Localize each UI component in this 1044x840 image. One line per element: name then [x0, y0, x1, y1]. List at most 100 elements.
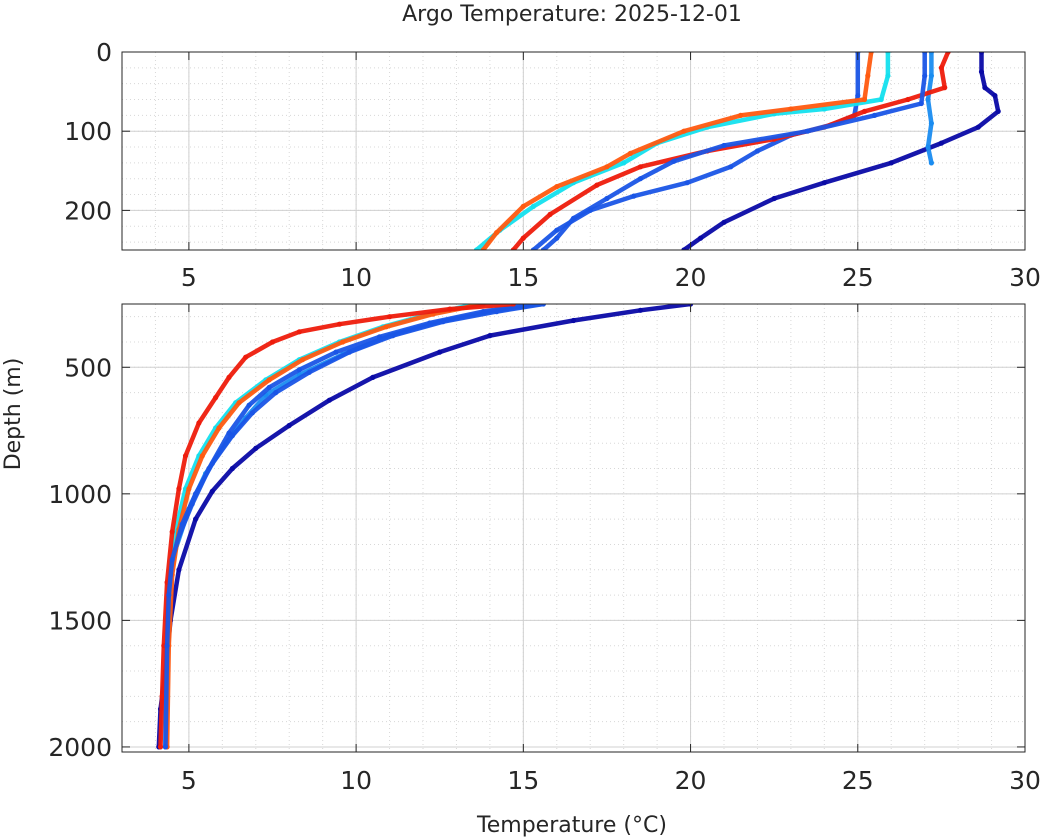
data-point-1-12	[193, 516, 199, 522]
data-point-1-10	[229, 465, 235, 472]
data-point-5-8	[216, 425, 222, 431]
data-point-7-2	[922, 73, 928, 79]
data-point-7-7	[273, 390, 279, 396]
data-point-5-10	[520, 203, 526, 209]
x-tick-label: 15	[507, 263, 539, 292]
data-point-7-10	[209, 460, 215, 467]
y-tick-label: 500	[64, 353, 112, 382]
data-point-6-10	[196, 420, 202, 426]
data-point-7-9	[604, 195, 610, 202]
data-point-7-12	[179, 521, 185, 527]
data-point-6-5	[861, 108, 868, 114]
data-point-7-6	[721, 142, 727, 149]
data-point-6-1	[945, 52, 951, 55]
data-point-4-8	[621, 160, 627, 166]
data-point-6-3	[387, 314, 393, 320]
data-point-7-6	[306, 369, 312, 375]
data-point-5-5	[300, 357, 306, 363]
data-point-7-1	[922, 52, 928, 55]
data-point-3-11	[554, 227, 560, 233]
data-point-7-3	[918, 100, 924, 107]
bottom-panel: 5 10 15 20 25 30 500 1000 1500 2000	[48, 303, 1041, 795]
y-tick-label: 1000	[48, 480, 112, 509]
data-point-7-7	[671, 158, 677, 164]
data-point-6-11	[547, 211, 553, 217]
chart-title: Argo Temperature: 2025-12-01	[402, 2, 742, 27]
data-point-1-7	[938, 140, 945, 146]
data-point-1-9	[821, 180, 827, 186]
x-tick-label: 20	[675, 766, 707, 795]
data-point-3-12	[530, 247, 536, 250]
data-point-6-12	[520, 235, 526, 241]
data-point-5-6	[266, 377, 272, 383]
data-point-7-12	[540, 247, 546, 250]
bottom-panel-frame	[121, 303, 1026, 753]
series-line-7	[163, 304, 546, 750]
series-line-4	[474, 52, 891, 250]
data-point-1-5	[995, 108, 1001, 114]
data-point-3-9	[631, 193, 637, 199]
data-point-1-4	[992, 93, 998, 99]
data-point-1-4	[487, 333, 493, 339]
data-point-7-16	[162, 744, 169, 750]
y-tick-label: 200	[64, 196, 112, 225]
data-point-4-10	[530, 203, 537, 209]
data-point-3-8	[246, 402, 252, 408]
data-point-7-1	[540, 304, 546, 307]
data-point-5-1	[868, 52, 874, 55]
data-point-5-8	[604, 164, 610, 170]
data-point-3-8	[684, 180, 690, 186]
data-point-6-9	[213, 395, 219, 401]
bottom-panel-background	[122, 304, 1025, 752]
data-point-7-3	[440, 319, 446, 325]
data-point-7-11	[554, 235, 560, 241]
data-point-5-9	[199, 453, 205, 459]
data-point-6-17	[157, 744, 164, 750]
x-tick-label: 25	[842, 766, 874, 795]
data-point-2-5	[925, 144, 931, 150]
data-point-6-9	[637, 164, 644, 170]
data-point-1-11	[721, 219, 727, 225]
data-point-7-8	[637, 176, 644, 182]
data-point-1-6	[975, 124, 981, 130]
data-point-3-6	[754, 148, 761, 154]
data-point-3-7	[728, 164, 734, 170]
data-point-1-12	[698, 235, 704, 241]
data-point-5-7	[236, 400, 242, 406]
data-point-5-10	[186, 486, 192, 492]
data-point-5-11	[494, 230, 500, 236]
data-point-6-1	[510, 304, 516, 307]
y-tick-label: 2000	[48, 733, 112, 762]
data-point-2-1	[928, 52, 934, 55]
x-tick-label: 25	[842, 263, 874, 292]
data-point-7-10	[570, 215, 577, 221]
data-point-1-2	[978, 69, 985, 75]
data-point-5-9	[554, 184, 560, 190]
x-tick-label: 30	[1009, 766, 1041, 795]
data-point-1-9	[253, 445, 259, 451]
data-point-3-6	[296, 367, 302, 373]
data-point-5-3	[383, 324, 389, 330]
series-line-7	[541, 52, 927, 250]
data-point-1-3	[982, 85, 988, 91]
data-point-6-12	[176, 486, 182, 492]
data-point-5-6	[681, 128, 687, 134]
data-point-6-13	[510, 247, 516, 250]
data-point-5-7	[627, 150, 634, 156]
data-point-7-4	[871, 112, 878, 118]
top-panel: 5 10 15 20 25 30 0 100 200	[64, 38, 1041, 292]
data-point-6-11	[182, 453, 189, 459]
data-point-6-8	[226, 374, 232, 380]
data-point-1-13	[681, 247, 687, 250]
data-point-7-8	[249, 410, 255, 416]
data-point-4-1	[885, 52, 891, 55]
data-point-6-4	[905, 96, 911, 103]
data-point-1-8	[888, 160, 894, 166]
data-point-3-7	[266, 384, 272, 391]
x-axis-label: Temperature (°C)	[476, 813, 667, 838]
data-point-5-5	[738, 112, 744, 118]
series-line-2	[925, 52, 934, 166]
series-line-5	[480, 52, 874, 250]
data-point-1-5	[437, 349, 443, 355]
